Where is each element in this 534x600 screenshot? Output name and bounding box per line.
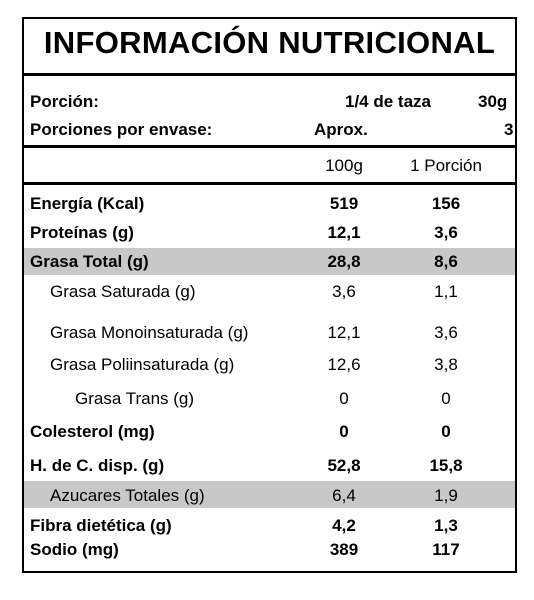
row-label-azucares: Azucares Totales (g) xyxy=(50,486,205,505)
header-divider xyxy=(24,182,515,185)
row-label-sodio: Sodio (mg) xyxy=(30,540,119,559)
row-value-100g-grasa-saturada: 3,6 xyxy=(332,282,356,301)
row-label-fibra: Fibra dietética (g) xyxy=(30,516,172,535)
serving-divider xyxy=(24,145,515,148)
row-value-portion-proteinas: 3,6 xyxy=(434,223,458,242)
row-label-grasa-monoinsaturada: Grasa Monoinsaturada (g) xyxy=(50,323,249,342)
row-value-portion-colesterol: 0 xyxy=(441,422,451,441)
row-value-portion-grasa-saturada: 1,1 xyxy=(434,282,458,301)
row-label-grasa-trans: Grasa Trans (g) xyxy=(75,389,195,408)
row-value-portion-grasa-poliinsaturada: 3,8 xyxy=(434,355,458,374)
row-value-portion-grasa-monoinsaturada: 3,6 xyxy=(434,323,458,342)
row-value-portion-energia: 156 xyxy=(431,194,461,213)
row-label-proteinas: Proteínas (g) xyxy=(30,223,134,242)
per-package-approx: Aprox. xyxy=(314,120,368,139)
row-label-colesterol: Colesterol (mg) xyxy=(30,422,155,441)
portion-grams: 30g xyxy=(478,92,508,111)
row-value-portion-fibra: 1,3 xyxy=(434,516,458,535)
row-shade-grasa-total xyxy=(24,248,515,275)
row-value-100g-energia: 519 xyxy=(329,194,359,213)
row-value-100g-grasa-poliinsaturada: 12,6 xyxy=(327,355,361,374)
row-label-energia: Energía (Kcal) xyxy=(30,194,145,213)
row-value-100g-azucares: 6,4 xyxy=(332,486,356,505)
row-value-100g-grasa-monoinsaturada: 12,1 xyxy=(327,323,361,342)
column-header-portion: 1 Porción xyxy=(410,156,482,175)
nutrition-facts-panel: INFORMACIÓN NUTRICIONAL Porción: 1/4 de … xyxy=(22,17,517,573)
row-value-100g-sodio: 389 xyxy=(329,540,359,559)
row-value-100g-fibra: 4,2 xyxy=(332,516,356,535)
row-value-100g-grasa-trans: 0 xyxy=(339,389,349,408)
row-value-portion-azucares: 1,9 xyxy=(434,486,458,505)
row-value-portion-sodio: 117 xyxy=(432,540,460,559)
portion-value: 1/4 de taza xyxy=(345,92,431,111)
row-value-100g-proteinas: 12,1 xyxy=(327,223,361,242)
row-value-portion-grasa-trans: 0 xyxy=(441,389,451,408)
row-label-carbohidratos: H. de C. disp. (g) xyxy=(30,456,165,475)
portion-label: Porción: xyxy=(30,92,99,111)
row-value-portion-carbohidratos: 15,8 xyxy=(429,456,463,475)
row-value-100g-colesterol: 0 xyxy=(339,422,349,441)
row-label-grasa-poliinsaturada: Grasa Poliinsaturada (g) xyxy=(50,355,235,374)
column-header-100g: 100g xyxy=(325,156,363,175)
row-label-grasa-saturada: Grasa Saturada (g) xyxy=(50,282,196,301)
row-label-grasa-total: Grasa Total (g) xyxy=(30,252,149,271)
row-shade-azucares xyxy=(24,481,515,508)
title-divider xyxy=(24,73,515,76)
row-value-portion-grasa-total: 8,6 xyxy=(434,252,458,271)
panel-title: INFORMACIÓN NUTRICIONAL xyxy=(43,25,496,60)
per-package-label: Porciones por envase: xyxy=(30,120,213,139)
row-value-100g-grasa-total: 28,8 xyxy=(327,252,361,271)
per-package-value: 3 xyxy=(504,120,514,139)
row-value-100g-carbohidratos: 52,8 xyxy=(327,456,361,475)
